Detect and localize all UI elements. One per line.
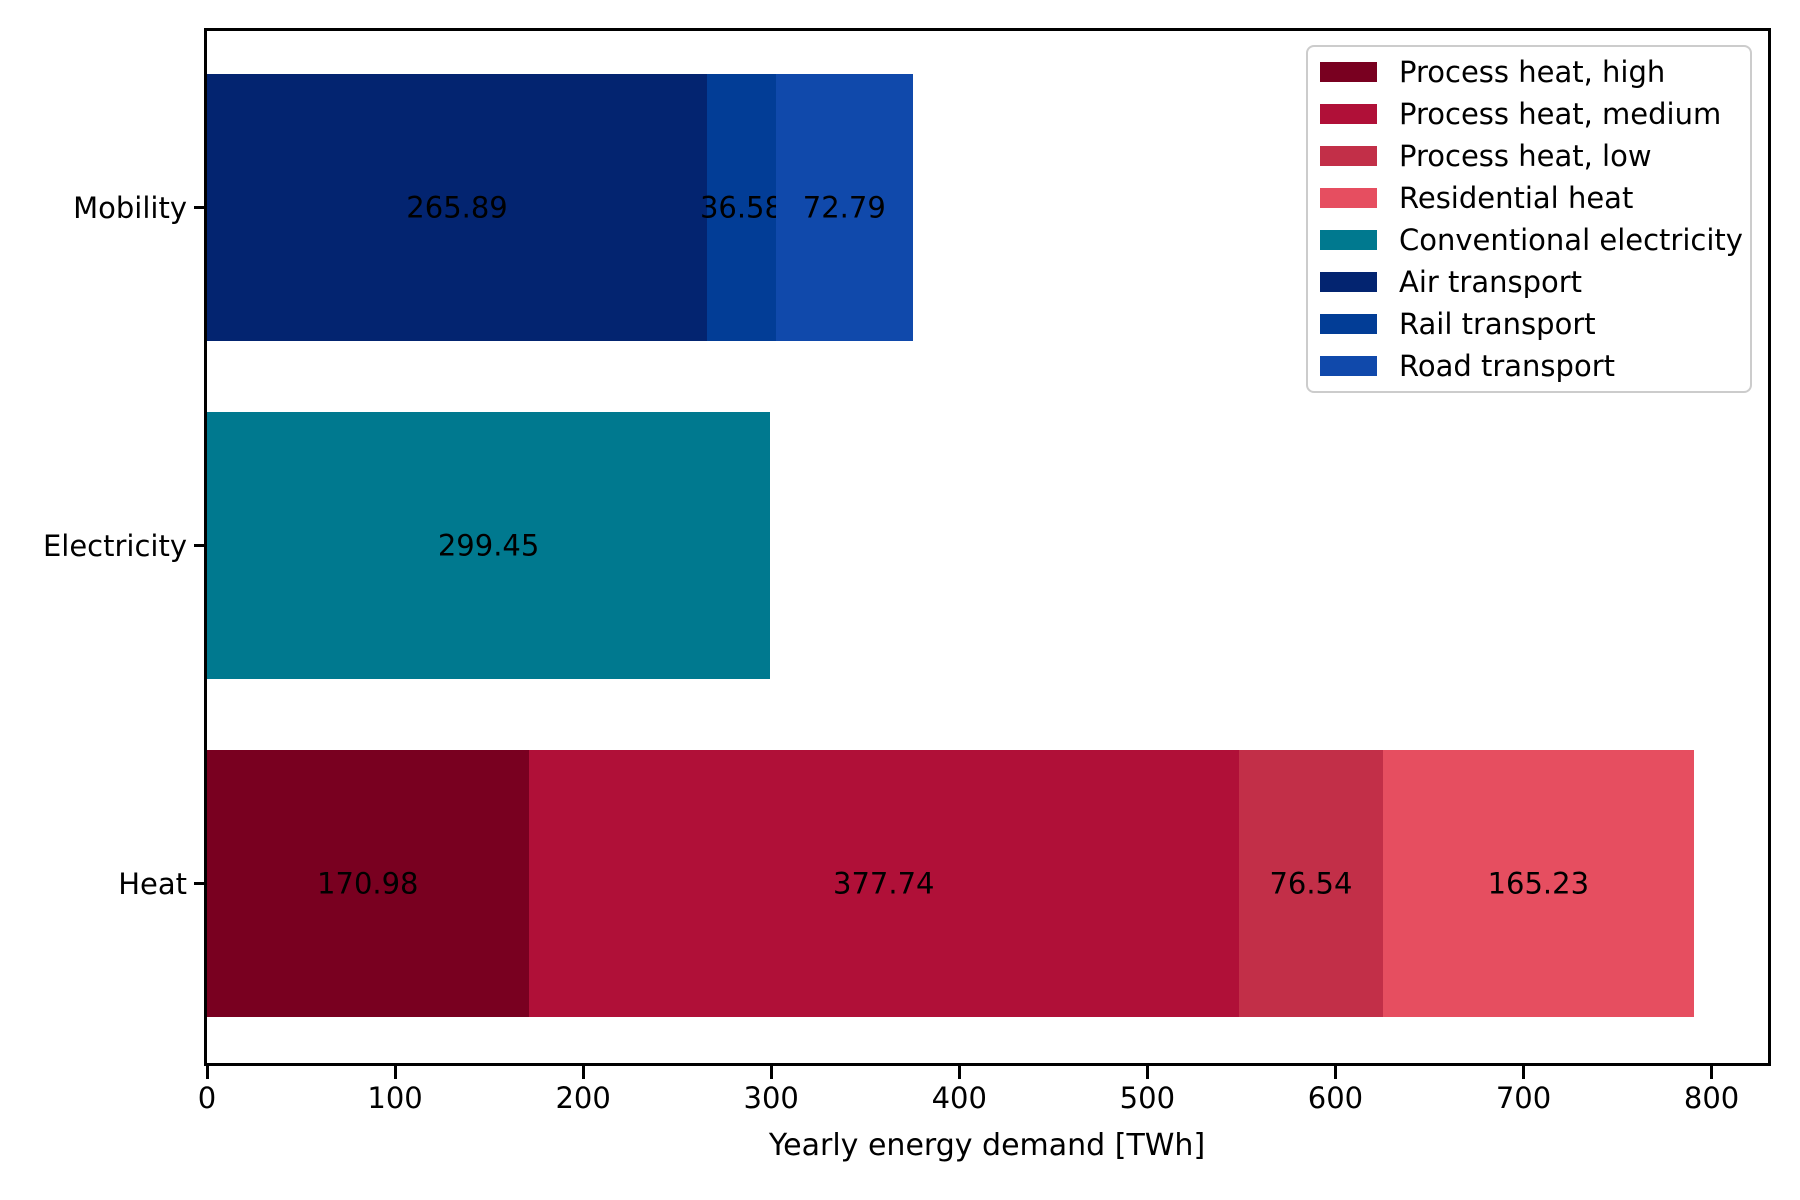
legend-label: Conventional electricity [1399, 223, 1743, 257]
bar-value-label: 377.74 [833, 866, 935, 900]
legend-item-0: Process heat, high [1320, 51, 1750, 93]
legend-label: Air transport [1399, 265, 1583, 299]
legend-label: Residential heat [1399, 181, 1634, 215]
legend-swatch [1320, 230, 1377, 250]
x-tick-label: 600 [1307, 1081, 1364, 1115]
bar-value-label: 265.89 [406, 190, 508, 224]
x-tick-label: 100 [367, 1081, 423, 1115]
x-tick-label: 700 [1495, 1081, 1552, 1115]
legend-swatch [1320, 272, 1377, 292]
legend-item-1: Process heat, medium [1320, 93, 1750, 135]
x-tick-mark [1145, 1066, 1149, 1079]
legend-label: Rail transport [1399, 307, 1596, 341]
legend-label: Process heat, low [1399, 139, 1652, 173]
x-tick-mark [1710, 1066, 1714, 1079]
bar-segment-heat-2: 76.54 [1238, 750, 1383, 1017]
legend: Process heat, high Process heat, medium Pr… [1306, 45, 1752, 393]
legend-swatch [1320, 62, 1377, 82]
bar-segment-heat-1: 377.74 [528, 750, 1239, 1017]
legend-swatch [1320, 188, 1377, 208]
x-tick-mark [769, 1066, 773, 1079]
x-tick-label: 800 [1683, 1081, 1740, 1115]
legend-label: Process heat, high [1399, 55, 1666, 89]
x-tick-label: 0 [197, 1081, 217, 1115]
x-tick-mark [581, 1066, 585, 1079]
bar-value-label: 76.54 [1269, 866, 1353, 900]
y-tick-mark [194, 544, 207, 547]
bar-segment-heat-3: 165.23 [1382, 750, 1694, 1017]
legend-swatch [1320, 314, 1377, 334]
bar-value-label: 165.23 [1487, 866, 1590, 900]
legend-swatch [1320, 146, 1377, 166]
legend-item-2: Process heat, low [1320, 135, 1750, 177]
y-tick-label-electricity: Electricity [42, 528, 187, 563]
bar-value-label: 170.98 [317, 866, 419, 900]
x-tick-mark [1522, 1066, 1525, 1079]
x-tick-label: 300 [743, 1081, 799, 1115]
bar-segment-electricity-4: 299.45 [207, 412, 771, 679]
bar-segment-mobility-7: 72.79 [775, 74, 913, 341]
plot-area: 265.89 36.58 72.79 299.45 170.98 377.74 76.54 1… [207, 31, 1768, 1063]
x-tick-mark [205, 1066, 209, 1079]
bar-segment-mobility-6: 36.58 [700, 74, 783, 341]
bar-segment-heat-0: 170.98 [207, 750, 529, 1017]
y-tick-label-heat: Heat [118, 866, 187, 901]
legend-item-7: Road transport [1320, 345, 1750, 387]
legend-item-4: Conventional electricity [1320, 219, 1750, 261]
y-tick-label-mobility: Mobility [73, 190, 187, 225]
x-tick-mark [957, 1066, 961, 1079]
x-tick-label: 400 [931, 1081, 987, 1115]
bar-value-label: 36.58 [699, 190, 783, 224]
legend-item-5: Air transport [1320, 261, 1750, 303]
x-axis-label: Yearly energy demand [TWh] [768, 1128, 1206, 1163]
legend-item-3: Residential heat [1320, 177, 1750, 219]
legend-swatch [1320, 104, 1377, 124]
legend-label: Process heat, medium [1399, 97, 1722, 131]
bar-segment-mobility-5: 265.89 [207, 74, 708, 341]
y-tick-mark [194, 206, 207, 209]
y-tick-mark [194, 882, 207, 885]
legend-item-6: Rail transport [1320, 303, 1750, 345]
bar-value-label: 72.79 [802, 190, 886, 224]
x-tick-label: 200 [555, 1081, 611, 1115]
bar-value-label: 299.45 [437, 528, 540, 562]
x-tick-mark [1333, 1066, 1337, 1079]
legend-swatch [1320, 356, 1377, 376]
x-tick-mark [393, 1066, 397, 1079]
x-tick-label: 500 [1119, 1081, 1176, 1115]
legend-label: Road transport [1399, 349, 1615, 383]
